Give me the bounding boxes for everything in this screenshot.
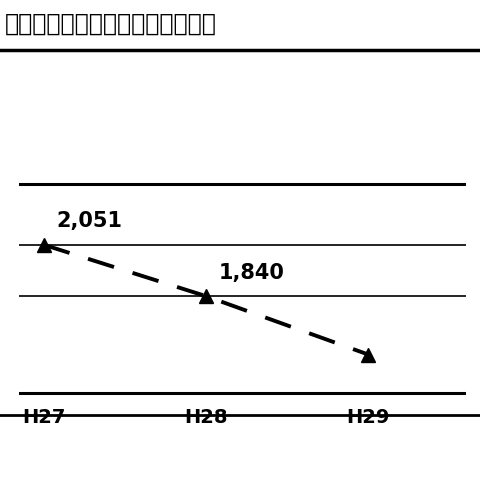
Text: 1,840: 1,840 [219, 263, 285, 283]
Text: 過去５年の不正アクセス行為の認: 過去５年の不正アクセス行為の認 [5, 12, 216, 36]
Text: 2,051: 2,051 [57, 211, 122, 231]
